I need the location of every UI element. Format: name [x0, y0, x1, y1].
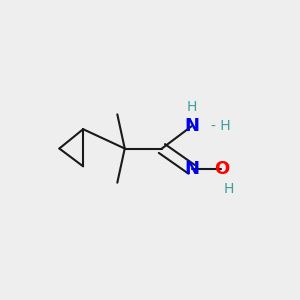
Text: O: O — [214, 160, 229, 178]
Text: N: N — [184, 160, 199, 178]
Text: H: H — [186, 100, 197, 114]
Text: - H: - H — [211, 119, 231, 133]
Text: H: H — [224, 182, 234, 196]
Text: N: N — [184, 117, 199, 135]
